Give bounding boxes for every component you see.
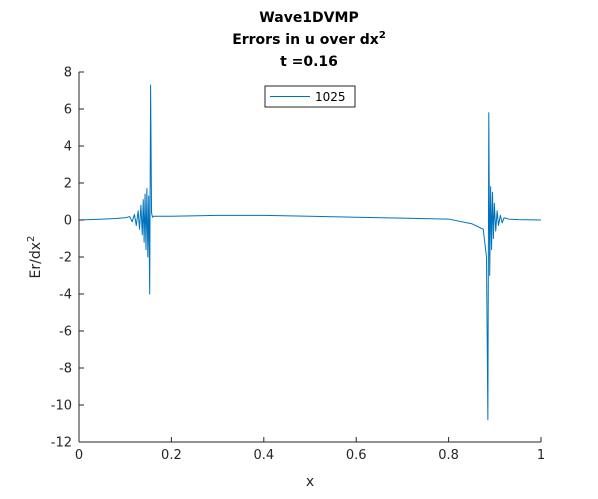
x-tick-label: 0.8 bbox=[438, 448, 459, 463]
x-tick-label: 0.2 bbox=[161, 448, 182, 463]
x-tick-label: 0 bbox=[75, 448, 83, 463]
chart-title-superscript: 2 bbox=[379, 30, 386, 41]
y-tick-label: 4 bbox=[64, 140, 72, 155]
x-tick-label: 0.4 bbox=[253, 448, 274, 463]
y-tick-label: -2 bbox=[59, 251, 72, 266]
x-axis-label: x bbox=[306, 474, 314, 490]
plot-area bbox=[79, 72, 541, 442]
y-tick-label: 0 bbox=[64, 214, 72, 229]
y-tick-label: 6 bbox=[64, 103, 72, 118]
y-tick-label: -4 bbox=[59, 288, 72, 303]
y-ticks: -12 -10 -8 -6 -4 -2 0 2 4 6 8 bbox=[51, 66, 84, 451]
y-tick-label: 8 bbox=[64, 66, 72, 81]
chart-title-line-2: Errors in u over dx2 bbox=[232, 30, 386, 48]
y-tick-label: -6 bbox=[59, 325, 72, 340]
legend-label: 1025 bbox=[315, 90, 346, 104]
y-tick-label: -12 bbox=[51, 436, 72, 451]
y-tick-label: 2 bbox=[64, 177, 72, 192]
chart-title-line-1: Wave1DVMP bbox=[259, 10, 358, 26]
chart-title-line-2-base: Errors in u over dx bbox=[232, 32, 379, 48]
y-tick-label: -10 bbox=[51, 399, 72, 414]
series-line-1025 bbox=[78, 84, 542, 421]
y-axis-label-superscript: 2 bbox=[26, 236, 37, 242]
x-ticks: 0 0.2 0.4 0.6 0.8 1 bbox=[75, 437, 545, 463]
x-tick-label: 0.6 bbox=[346, 448, 367, 463]
y-axis-label-base: Er/dx bbox=[28, 242, 44, 279]
series-group bbox=[78, 84, 542, 421]
x-tick-label: 1 bbox=[537, 448, 545, 463]
y-tick-label: -8 bbox=[59, 362, 72, 377]
legend: 1025 bbox=[264, 85, 356, 108]
chart-title-line-3: t =0.16 bbox=[280, 54, 338, 70]
y-axis-label: Er/dx2 bbox=[26, 236, 44, 279]
